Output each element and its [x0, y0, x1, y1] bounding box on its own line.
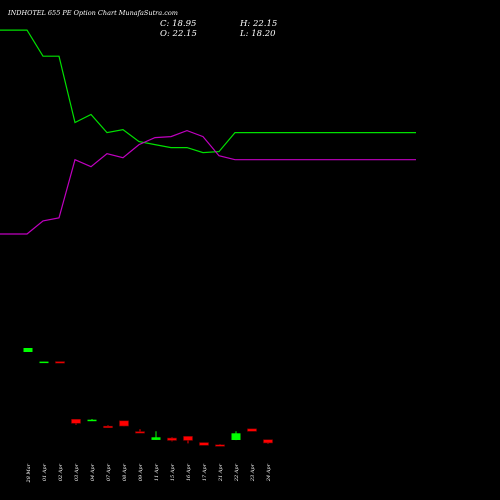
x-tick-label: 17 Apr: [202, 463, 208, 481]
indicator-line-2: [0, 129, 416, 235]
candle-body: [103, 425, 113, 429]
candle-08-apr: [119, 420, 129, 427]
candle-15-apr: [167, 437, 177, 442]
candle-17-apr: [199, 442, 209, 446]
x-tick-label: 15 Apr: [170, 463, 176, 481]
low-readout: L: 18.20: [240, 29, 276, 39]
candle-01-apr: [39, 361, 49, 364]
candle-02-apr: [55, 361, 65, 364]
x-tick-label: 11 Apr: [154, 463, 160, 481]
x-tick-label: 01 Apr: [42, 463, 48, 481]
indicator-lines: [0, 29, 416, 235]
candle-body: [71, 418, 81, 424]
candle-body: [87, 419, 97, 422]
x-tick-label: 08 Apr: [122, 463, 128, 481]
indicator-line-1: [0, 29, 416, 154]
candles: [23, 348, 273, 447]
candle-body: [135, 431, 145, 434]
x-tick-label: 07 Apr: [106, 463, 112, 481]
candle-body: [199, 442, 209, 446]
chart-title: INDHOTEL 655 PE Option Chart MunafaSutra…: [8, 9, 178, 17]
candle-body: [183, 436, 193, 441]
high-readout: H: 22.15: [240, 19, 278, 29]
x-tick-label: 28 Mar: [26, 463, 32, 483]
candle-09-apr: [135, 429, 145, 434]
candle-body: [119, 420, 129, 427]
x-tick-label: 23 Apr: [250, 463, 256, 482]
candle-22-apr: [231, 431, 241, 441]
x-tick-label: 02 Apr: [58, 463, 64, 481]
candle-body: [39, 361, 49, 364]
candle-21-apr: [215, 444, 225, 447]
candle-body: [215, 444, 225, 447]
candle-11-apr: [151, 431, 161, 440]
candle-23-apr: [247, 428, 257, 432]
candle-body: [151, 437, 161, 440]
close-readout: C: 18.95: [160, 19, 197, 29]
x-tick-label: 03 Apr: [74, 463, 80, 481]
candle-28-mar: [23, 348, 33, 352]
candle-body: [55, 361, 65, 364]
x-tick-label: 24 Apr: [266, 463, 272, 482]
candle-04-apr: [87, 419, 97, 422]
x-axis-labels: 28 Mar 01 Apr 02 Apr 03 Apr 04 Apr 07 Apr 08 A…: [26, 463, 272, 483]
candle-03-apr: [71, 418, 81, 425]
candle-body: [23, 348, 33, 352]
candle-body: [247, 428, 257, 432]
candle-body: [231, 433, 241, 440]
x-tick-label: 21 Apr: [218, 463, 224, 482]
x-tick-label: 09 Apr: [138, 463, 144, 481]
candle-07-apr: [103, 425, 113, 429]
candle-body: [263, 439, 273, 444]
x-tick-label: 04 Apr: [90, 463, 96, 481]
candle-24-apr: [263, 439, 273, 444]
x-tick-label: 16 Apr: [186, 463, 192, 481]
candle-body: [167, 437, 177, 441]
open-readout: O: 22.15: [160, 29, 197, 39]
candle-16-apr: [183, 436, 193, 444]
x-tick-label: 22 Apr: [234, 463, 240, 482]
